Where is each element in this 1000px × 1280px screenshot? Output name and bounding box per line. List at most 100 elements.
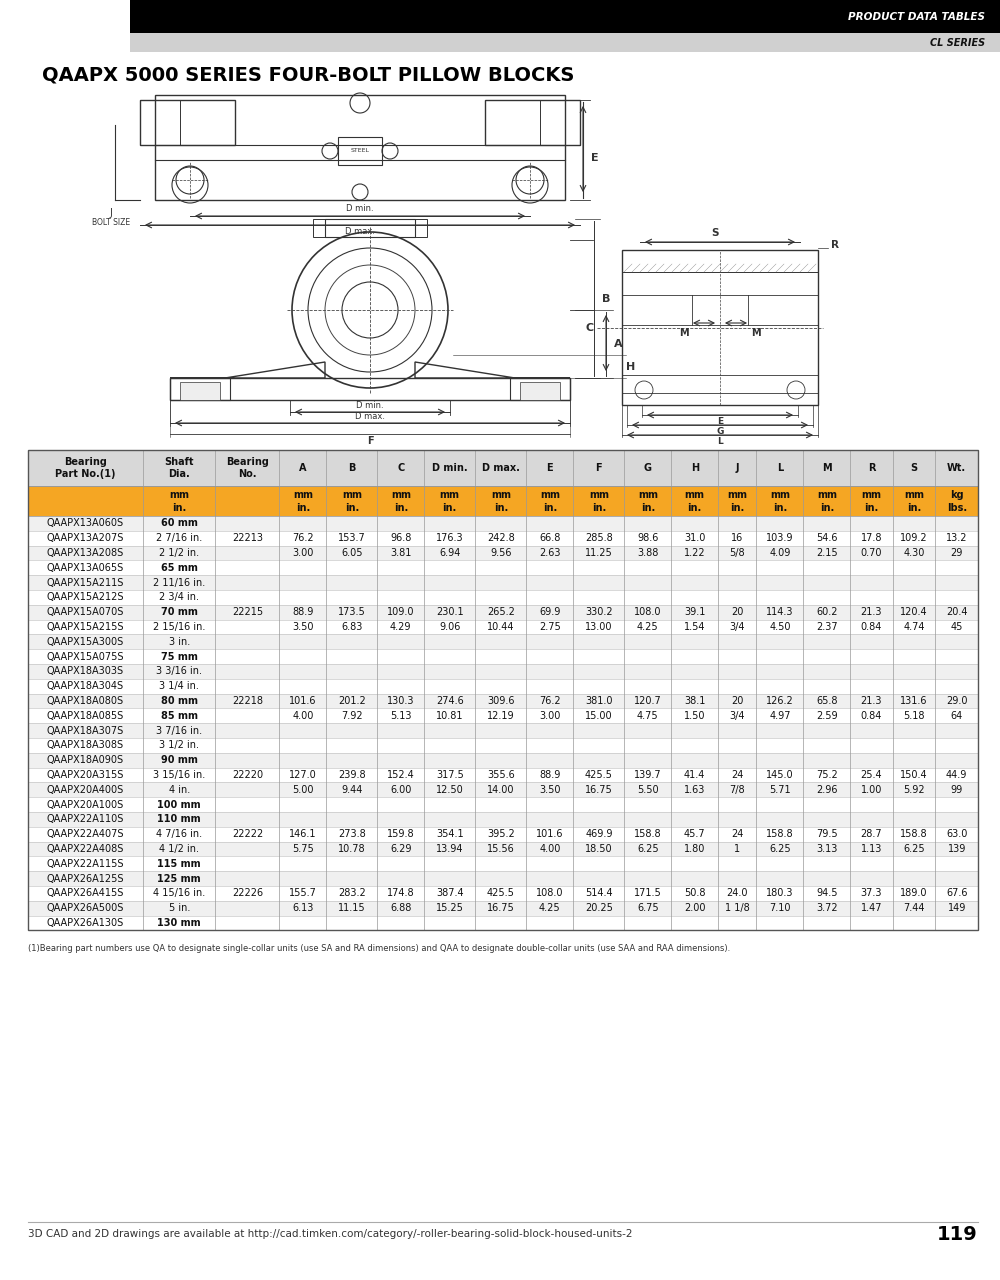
Text: 22226: 22226 <box>232 888 263 899</box>
Text: 7/8: 7/8 <box>729 785 745 795</box>
Text: 101.6: 101.6 <box>536 829 564 840</box>
Text: 6.75: 6.75 <box>637 904 659 913</box>
Text: 317.5: 317.5 <box>436 771 464 780</box>
Text: 158.8: 158.8 <box>900 829 928 840</box>
Text: 273.8: 273.8 <box>338 829 366 840</box>
Bar <box>28 753 978 768</box>
Text: R: R <box>868 463 875 474</box>
Text: 5.00: 5.00 <box>292 785 314 795</box>
Text: 2 3/4 in.: 2 3/4 in. <box>159 593 199 603</box>
Text: 6.13: 6.13 <box>292 904 313 913</box>
Text: mm: mm <box>770 490 790 500</box>
Text: B: B <box>602 294 610 303</box>
Text: 75 mm: 75 mm <box>161 652 198 662</box>
Text: in.: in. <box>688 503 702 512</box>
Text: 1.54: 1.54 <box>684 622 705 632</box>
Text: 2 11/16 in.: 2 11/16 in. <box>153 577 205 588</box>
Text: 20: 20 <box>731 696 743 707</box>
Bar <box>28 678 978 694</box>
Text: C: C <box>397 463 404 474</box>
Text: 76.2: 76.2 <box>539 696 561 707</box>
Text: 3.88: 3.88 <box>637 548 659 558</box>
Text: 60 mm: 60 mm <box>161 518 198 529</box>
Text: 7.44: 7.44 <box>903 904 925 913</box>
Text: 354.1: 354.1 <box>436 829 464 840</box>
Text: 75.2: 75.2 <box>816 771 838 780</box>
Text: 4.75: 4.75 <box>637 710 659 721</box>
Text: 4 7/16 in.: 4 7/16 in. <box>156 829 202 840</box>
Text: 12.50: 12.50 <box>436 785 464 795</box>
Text: in.: in. <box>592 503 606 512</box>
Text: QAAPX13A207S: QAAPX13A207S <box>47 534 124 543</box>
Text: 127.0: 127.0 <box>289 771 317 780</box>
Text: 2 15/16 in.: 2 15/16 in. <box>153 622 205 632</box>
Text: 22213: 22213 <box>232 534 263 543</box>
Text: 1.80: 1.80 <box>684 844 705 854</box>
Text: QAAPX18A085S: QAAPX18A085S <box>47 710 124 721</box>
Text: 18.50: 18.50 <box>585 844 613 854</box>
Text: 239.8: 239.8 <box>338 771 366 780</box>
Text: 0.70: 0.70 <box>861 548 882 558</box>
Text: S: S <box>911 463 918 474</box>
Text: 38.1: 38.1 <box>684 696 705 707</box>
Text: 5.18: 5.18 <box>903 710 925 721</box>
Text: in.: in. <box>494 503 508 512</box>
Text: 153.7: 153.7 <box>338 534 366 543</box>
Text: 41.4: 41.4 <box>684 771 705 780</box>
Text: 9.06: 9.06 <box>439 622 460 632</box>
Text: 1.13: 1.13 <box>861 844 882 854</box>
Text: 4.25: 4.25 <box>539 904 561 913</box>
Bar <box>28 635 978 649</box>
Text: 130.3: 130.3 <box>387 696 415 707</box>
Bar <box>28 516 978 531</box>
Text: R: R <box>831 241 839 250</box>
Text: 29: 29 <box>951 548 963 558</box>
Text: QAAPX 5000 SERIES FOUR-BOLT PILLOW BLOCKS: QAAPX 5000 SERIES FOUR-BOLT PILLOW BLOCK… <box>42 65 574 84</box>
Text: D min.: D min. <box>346 204 374 212</box>
Text: 4.29: 4.29 <box>390 622 412 632</box>
Text: 4 in.: 4 in. <box>169 785 190 795</box>
Text: 4.25: 4.25 <box>637 622 659 632</box>
Text: QAAPX18A307S: QAAPX18A307S <box>47 726 124 736</box>
Text: 120.7: 120.7 <box>634 696 662 707</box>
Bar <box>28 451 978 486</box>
Text: 514.4: 514.4 <box>585 888 613 899</box>
Text: Wt.: Wt. <box>947 463 966 474</box>
Text: 274.6: 274.6 <box>436 696 464 707</box>
Text: QAAPX26A130S: QAAPX26A130S <box>47 918 124 928</box>
Text: in.: in. <box>730 503 744 512</box>
Text: D max.: D max. <box>345 227 375 236</box>
Text: 12.19: 12.19 <box>487 710 515 721</box>
Bar <box>338 137 382 165</box>
Text: 119: 119 <box>937 1225 978 1243</box>
Bar <box>313 219 325 237</box>
Text: 70 mm: 70 mm <box>161 607 198 617</box>
Text: 6.25: 6.25 <box>637 844 659 854</box>
Text: S: S <box>711 228 719 238</box>
Text: 13.2: 13.2 <box>946 534 967 543</box>
Bar <box>415 219 427 237</box>
Text: in.: in. <box>907 503 921 512</box>
Text: mm: mm <box>638 490 658 500</box>
Text: F: F <box>367 436 373 445</box>
Text: 4.00: 4.00 <box>292 710 313 721</box>
Bar <box>28 590 978 604</box>
Text: M: M <box>679 328 689 338</box>
Text: mm: mm <box>391 490 411 500</box>
Text: 155.7: 155.7 <box>289 888 317 899</box>
Text: 4 1/2 in.: 4 1/2 in. <box>159 844 199 854</box>
Bar <box>28 694 978 708</box>
Text: 94.5: 94.5 <box>816 888 838 899</box>
Bar <box>28 872 978 886</box>
Text: 2.63: 2.63 <box>539 548 561 558</box>
Text: 90 mm: 90 mm <box>161 755 198 765</box>
Text: 242.8: 242.8 <box>487 534 515 543</box>
Text: 76.2: 76.2 <box>292 534 314 543</box>
Text: 381.0: 381.0 <box>585 696 613 707</box>
Bar <box>28 915 978 931</box>
Text: 189.0: 189.0 <box>900 888 928 899</box>
Text: 7.92: 7.92 <box>341 710 363 721</box>
Text: 2.59: 2.59 <box>816 710 838 721</box>
Text: 114.3: 114.3 <box>766 607 794 617</box>
Text: 98.6: 98.6 <box>637 534 659 543</box>
